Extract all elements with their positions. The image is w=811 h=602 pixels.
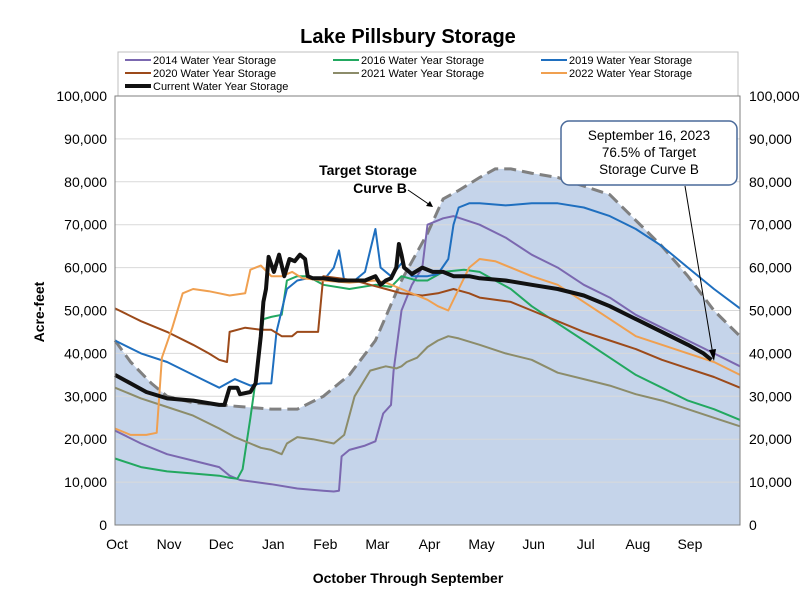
y-tick-label: 30,000 xyxy=(64,388,107,404)
legend-label: 2020 Water Year Storage xyxy=(153,68,276,80)
callout-arrowhead xyxy=(709,349,716,361)
x-tick-label: Dec xyxy=(209,536,234,552)
legend-label: 2019 Water Year Storage xyxy=(569,55,692,67)
y-tick-label-right: 20,000 xyxy=(749,431,792,447)
y-tick-label-right: 80,000 xyxy=(749,174,792,190)
y-tick-label-right: 0 xyxy=(749,517,757,533)
y-tick-label: 20,000 xyxy=(64,431,107,447)
x-tick-label: Oct xyxy=(106,536,128,552)
series-line-2019 xyxy=(114,202,741,389)
series-line-2014 xyxy=(114,215,741,493)
y-tick-label-right: 70,000 xyxy=(749,217,792,233)
x-tick-label: May xyxy=(468,536,494,552)
x-tick-label: Apr xyxy=(419,536,441,552)
y-tick-label: 100,000 xyxy=(56,88,107,104)
series-line-2021 xyxy=(114,335,741,456)
target-label-line2: Curve B xyxy=(353,180,407,196)
target-label-arrowhead xyxy=(426,201,433,207)
legend-label: 2022 Water Year Storage xyxy=(569,68,692,80)
series-lines xyxy=(114,202,741,493)
y-tick-label-right: 60,000 xyxy=(749,260,792,276)
series-line-2016 xyxy=(114,268,741,480)
legend-box xyxy=(117,51,739,97)
x-axis-label: October Through September xyxy=(313,570,504,586)
y-tick-label-right: 100,000 xyxy=(749,88,800,104)
y-tick-label: 80,000 xyxy=(64,174,107,190)
y-tick-label: 60,000 xyxy=(64,260,107,276)
target-label-line1: Target Storage xyxy=(319,162,417,178)
y-axis-label: Acre-feet xyxy=(31,281,47,342)
x-tick-label: Mar xyxy=(365,536,389,552)
y-tick-label-right: 10,000 xyxy=(749,474,792,490)
legend-label: 2014 Water Year Storage xyxy=(153,55,276,67)
y-tick-label: 50,000 xyxy=(64,303,107,319)
y-axis-left: 0 10,000 20,000 30,000 40,000 50,000 60,000 70,… xyxy=(56,88,107,533)
legend: 2014 Water Year Storage 2016 Water Year S… xyxy=(125,55,692,93)
target-label-arrow xyxy=(407,189,431,206)
x-tick-label: Jul xyxy=(577,536,595,552)
legend-label: 2016 Water Year Storage xyxy=(361,55,484,67)
x-axis: Oct Nov Dec Jan Feb Mar Apr May Jun Jul Aug Sep xyxy=(106,536,702,552)
x-tick-label: Nov xyxy=(157,536,182,552)
y-tick-label-right: 40,000 xyxy=(749,345,792,361)
plot-border xyxy=(114,95,741,526)
chart-title: Lake Pillsbury Storage xyxy=(300,26,516,48)
x-tick-label: Aug xyxy=(625,536,650,552)
series-line-2020 xyxy=(114,275,741,389)
y-tick-label-right: 50,000 xyxy=(749,303,792,319)
x-tick-label: Feb xyxy=(313,536,337,552)
callout-line2: 76.5% of Target xyxy=(602,145,697,160)
y-tick-label: 70,000 xyxy=(64,217,107,233)
x-tick-label: Sep xyxy=(677,536,702,552)
y-tick-label: 40,000 xyxy=(64,345,107,361)
legend-label: Current Water Year Storage xyxy=(153,81,288,93)
x-tick-label: Jun xyxy=(522,536,545,552)
callout-arrow xyxy=(684,185,714,356)
y-tick-label-right: 90,000 xyxy=(749,131,792,147)
callout-line3: Storage Curve B xyxy=(599,162,699,177)
callout-line1: September 16, 2023 xyxy=(588,128,710,143)
series-line-curr xyxy=(114,242,713,407)
x-tick-label: Jan xyxy=(262,536,285,552)
y-tick-label-right: 30,000 xyxy=(749,388,792,404)
y-tick-label: 90,000 xyxy=(64,131,107,147)
y-tick-label: 0 xyxy=(99,517,107,533)
plot-area xyxy=(113,95,742,526)
legend-label: 2021 Water Year Storage xyxy=(361,68,484,80)
y-tick-label: 10,000 xyxy=(64,474,107,490)
callout-box xyxy=(560,120,738,186)
y-axis-right: 0 10,000 20,000 30,000 40,000 50,000 60,000 70,… xyxy=(749,88,800,533)
